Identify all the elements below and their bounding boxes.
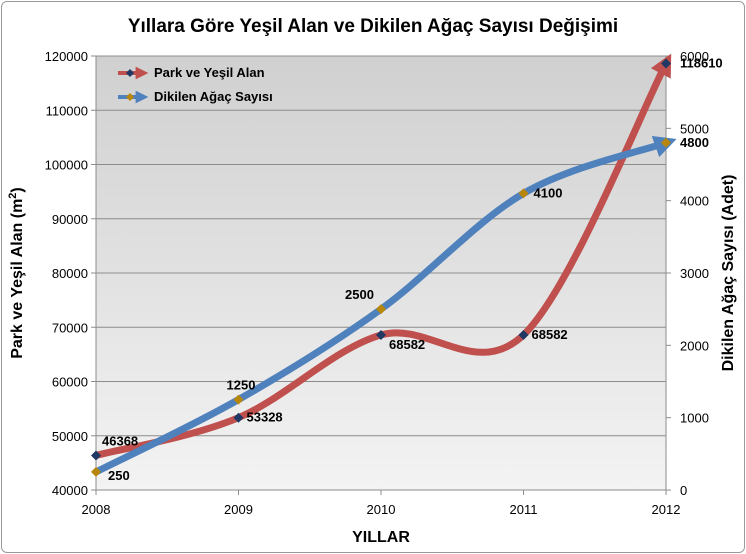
left-tick-label: 60000 (52, 375, 88, 390)
x-axis-title: YILLAR (352, 529, 410, 546)
left-tick-label: 110000 (46, 103, 88, 118)
left-tick-label: 50000 (52, 429, 88, 444)
left-axis-title: Park ve Yeşil Alan (m2) (7, 187, 26, 359)
left-axis-ticks: 40000 50000 60000 70000 80000 90000 100000 1100… (45, 49, 96, 498)
marker-layer (91, 58, 671, 477)
left-tick-label: 100000 (45, 158, 88, 173)
left-tick-label: 40000 (52, 483, 88, 498)
data-label-park: 46368 (102, 433, 138, 448)
data-point-park (233, 412, 244, 423)
right-tick-label: 4000 (680, 194, 709, 209)
data-label-park: 118610 (680, 56, 723, 71)
data-point-park (91, 450, 101, 461)
data-point-park (661, 58, 671, 69)
data-label-tree: 1250 (227, 378, 256, 393)
data-label-tree: 4100 (534, 185, 563, 200)
right-tick-label: 0 (680, 483, 687, 498)
data-point-tree (518, 188, 529, 199)
legend-label-park: Park ve Yeşil Alan (154, 65, 265, 80)
data-label-layer: 46368 53328 68582 68582 118610 250 1250 2500 410… (102, 56, 723, 483)
right-tick-label: 3000 (680, 266, 709, 281)
left-tick-label: 120000 (45, 49, 88, 64)
x-tick-label: 2012 (652, 502, 681, 517)
series-line-park (92, 53, 672, 459)
data-point-park (376, 329, 386, 340)
data-label-tree: 4800 (680, 135, 709, 150)
right-axis-title: Dikilen Ağaç Sayısı (Adet) (720, 175, 737, 372)
right-tick-label: 5000 (680, 121, 709, 136)
x-tick-label: 2010 (367, 502, 396, 517)
left-tick-label: 80000 (52, 266, 88, 281)
left-tick-label: 70000 (52, 320, 88, 335)
data-point-tree (233, 394, 244, 405)
data-label-park: 68582 (532, 327, 568, 342)
legend-label-tree: Dikilen Ağaç Sayısı (154, 89, 273, 104)
data-label-tree: 2500 (345, 287, 374, 302)
data-label-park: 68582 (389, 337, 425, 352)
right-tick-label: 6000 (680, 49, 709, 64)
data-label-tree: 250 (108, 468, 130, 483)
right-tick-label: 2000 (680, 338, 709, 353)
legend-marker-tree (126, 93, 134, 101)
x-tick-label: 2009 (224, 502, 253, 517)
right-tick-label: 1000 (680, 411, 709, 426)
x-tick-label: 2008 (82, 502, 111, 517)
legend-marker-park (126, 69, 134, 77)
chart-title: Yıllara Göre Yeşil Alan ve Dikilen Ağaç … (128, 16, 618, 37)
legend: Park ve Yeşil Alan Dikilen Ağaç Sayısı (118, 65, 273, 104)
x-tick-label: 2011 (510, 502, 538, 517)
right-axis-ticks: 0 1000 2000 3000 4000 5000 6000 (666, 49, 709, 498)
data-point-park (518, 329, 529, 340)
gridlines (96, 55, 666, 437)
data-label-park: 53328 (247, 410, 283, 425)
left-tick-label: 90000 (52, 212, 88, 227)
x-axis-ticks: 2008 2009 2010 2011 2012 (82, 490, 681, 517)
data-point-tree (661, 137, 671, 148)
data-point-tree (91, 466, 101, 477)
data-point-tree (376, 304, 386, 315)
